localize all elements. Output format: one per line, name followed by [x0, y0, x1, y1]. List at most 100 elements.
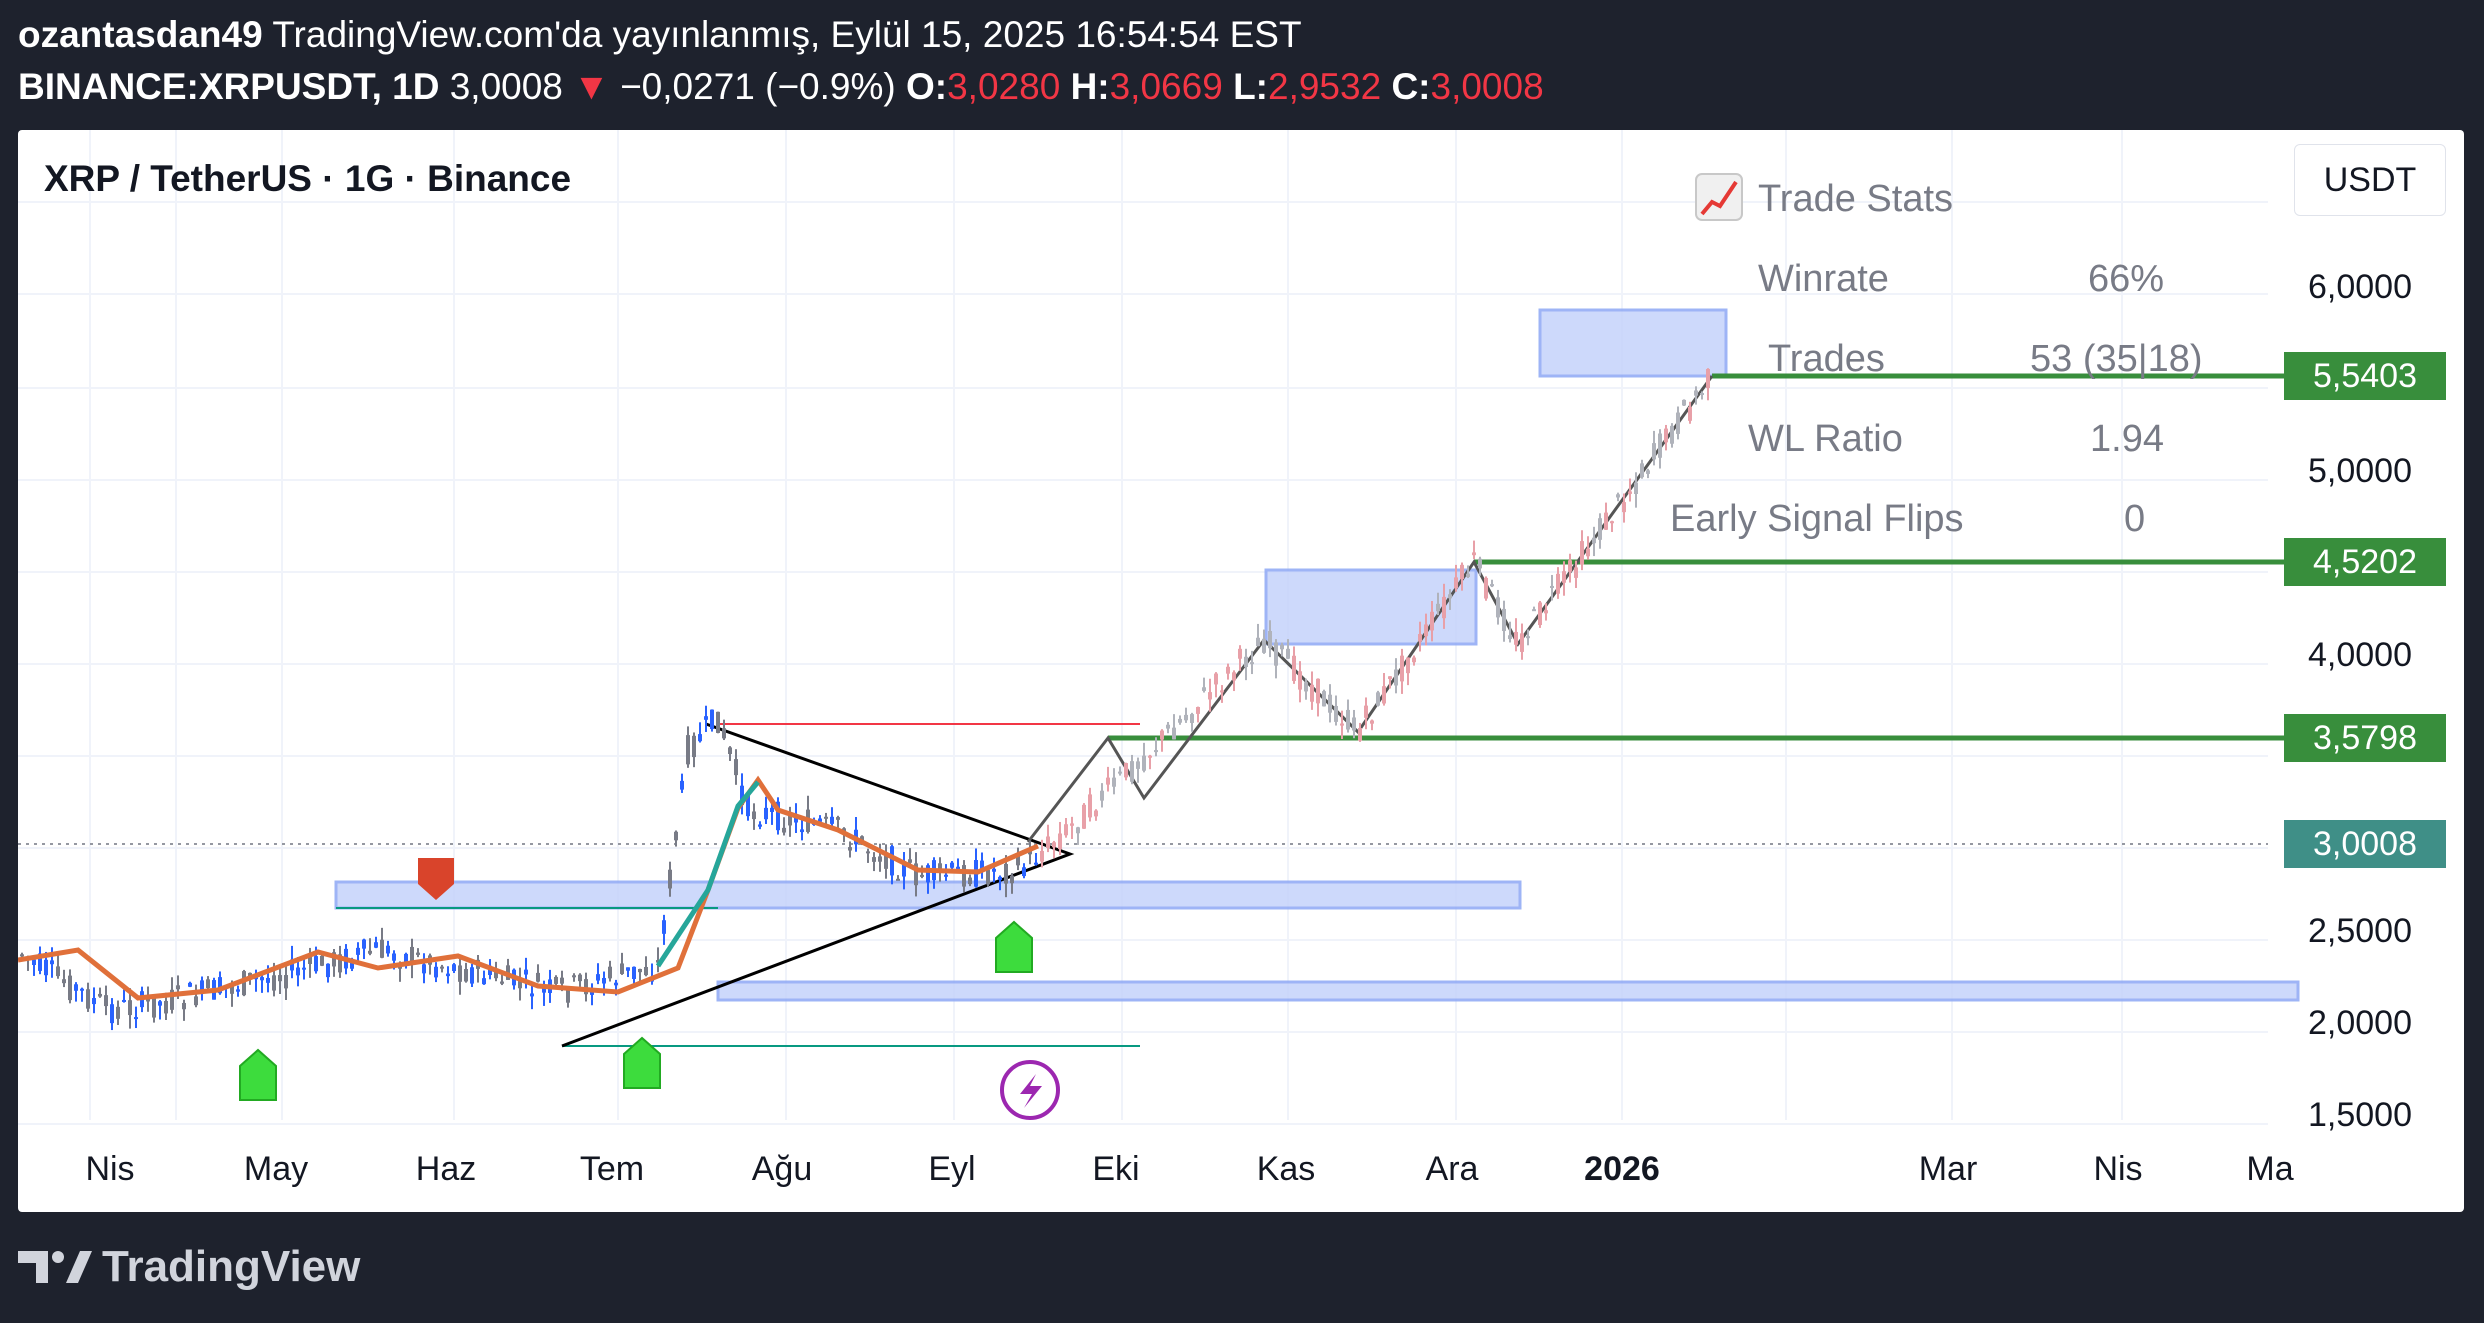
x-axis-label: Eyl	[928, 1150, 976, 1188]
candle-body	[38, 953, 42, 971]
x-axis-label: Mar	[1918, 1150, 1978, 1188]
candle-body	[1700, 393, 1704, 396]
low-value: 2,9532	[1268, 66, 1382, 107]
candle-body	[1040, 850, 1044, 862]
candle-body	[1088, 794, 1092, 818]
candle-body	[1604, 512, 1608, 530]
candle-body	[236, 989, 240, 992]
candle-body	[74, 984, 78, 991]
candle-body	[116, 1006, 120, 1019]
candle-body	[1352, 717, 1356, 731]
candle-body	[374, 942, 378, 948]
candle-body	[1250, 662, 1254, 665]
candle-body	[1388, 676, 1392, 679]
stat-label-early-flips: Early Signal Flips	[1670, 498, 1964, 540]
candle-body	[1052, 842, 1056, 848]
open-label: O:	[906, 66, 948, 107]
candle-body	[1196, 707, 1200, 714]
candle-body	[956, 866, 960, 871]
candle-body	[1004, 863, 1008, 884]
y-axis-label: 5,0000	[2308, 452, 2412, 490]
candle-body	[332, 952, 336, 967]
candle-body	[680, 780, 684, 790]
candle-body	[176, 985, 180, 990]
candle-body	[284, 975, 288, 989]
candle-body	[1310, 684, 1314, 702]
stat-label-winrate: Winrate	[1758, 258, 1889, 300]
tradingview-logo-icon	[18, 1251, 92, 1283]
candle-body	[188, 982, 192, 987]
candle-body	[1556, 573, 1560, 594]
x-axis-label: Tem	[579, 1150, 645, 1188]
candle-body	[218, 977, 222, 994]
price-tag-level-2: 4,5202	[2284, 538, 2446, 586]
x-axis-label: Ara	[1425, 1150, 1479, 1188]
candle-body	[1178, 718, 1182, 723]
candle-body	[716, 711, 720, 733]
candle-body	[1130, 761, 1134, 782]
candle-body	[452, 964, 456, 972]
candle-body	[470, 967, 474, 984]
stat-value-winrate: 66%	[2088, 258, 2165, 300]
y-axis-label: 1,5000	[2308, 1096, 2412, 1134]
candle-body	[128, 1000, 132, 1016]
buy-signal-icon	[239, 1048, 277, 1101]
candle-body	[458, 965, 462, 982]
candle-body	[938, 863, 942, 869]
stat-value-early-flips: 0	[2124, 498, 2146, 540]
candle-body	[152, 996, 156, 1018]
candle-body	[92, 998, 96, 1005]
candle-body	[1358, 728, 1362, 741]
candle-body	[896, 878, 900, 881]
candle-body	[320, 955, 324, 966]
candle-body	[1298, 671, 1302, 690]
candle-body	[1286, 648, 1290, 659]
chart-panel[interactable]: XRP / TetherUS · 1G · Binance USDT Trade…	[18, 130, 2464, 1212]
candle-body	[950, 862, 954, 868]
candle-body	[182, 1002, 186, 1010]
stat-label-wl-ratio: WL Ratio	[1748, 418, 1903, 460]
candle-body	[1046, 836, 1050, 848]
candle-body	[410, 946, 414, 965]
candle-body	[1676, 412, 1680, 434]
close-value: 3,0008	[1430, 66, 1544, 107]
candle-body	[1688, 406, 1692, 421]
tradingview-logo[interactable]: TradingView	[18, 1242, 360, 1292]
stat-value-wl-ratio: 1.94	[2090, 418, 2164, 460]
price-tag-level-1: 5,5403	[2284, 352, 2446, 400]
candle-body	[1280, 644, 1284, 650]
currency-button[interactable]: USDT	[2294, 144, 2446, 216]
price-change: −0,0271 (−0.9%)	[620, 66, 896, 107]
candle-body	[614, 982, 618, 986]
candle-body	[206, 979, 210, 989]
candle-body	[1694, 390, 1698, 396]
candle-body	[962, 865, 966, 887]
candle-body	[920, 874, 924, 877]
candle-body	[758, 824, 762, 827]
candle-body	[494, 969, 498, 979]
candle-body	[1184, 714, 1188, 721]
candle-body	[818, 818, 822, 822]
candle-body	[80, 988, 84, 991]
candle-body	[1682, 399, 1686, 406]
publish-date: TradingView.com'da yayınlanmış, Eylül 15…	[272, 14, 1302, 55]
candle-body	[638, 968, 642, 973]
candle-body	[1418, 634, 1422, 642]
candle-body	[1202, 687, 1206, 691]
candle-body	[248, 972, 252, 977]
candle-body	[926, 865, 930, 883]
author-name[interactable]: ozantasdan49	[18, 14, 263, 55]
candle-body	[434, 966, 438, 978]
candle-body	[1454, 577, 1458, 589]
y-axis-label: 4,0000	[2308, 636, 2412, 674]
x-axis-label: Ağu	[751, 1150, 813, 1188]
chart-canvas[interactable]	[18, 130, 2464, 1212]
candle-body	[62, 979, 66, 984]
candle-body	[134, 1017, 138, 1020]
candle-body	[1322, 691, 1326, 707]
candle-body	[518, 981, 522, 989]
candle-body	[1658, 433, 1662, 458]
candle-body	[1334, 705, 1338, 722]
candle-body	[1118, 771, 1122, 774]
candle-body	[608, 966, 612, 979]
